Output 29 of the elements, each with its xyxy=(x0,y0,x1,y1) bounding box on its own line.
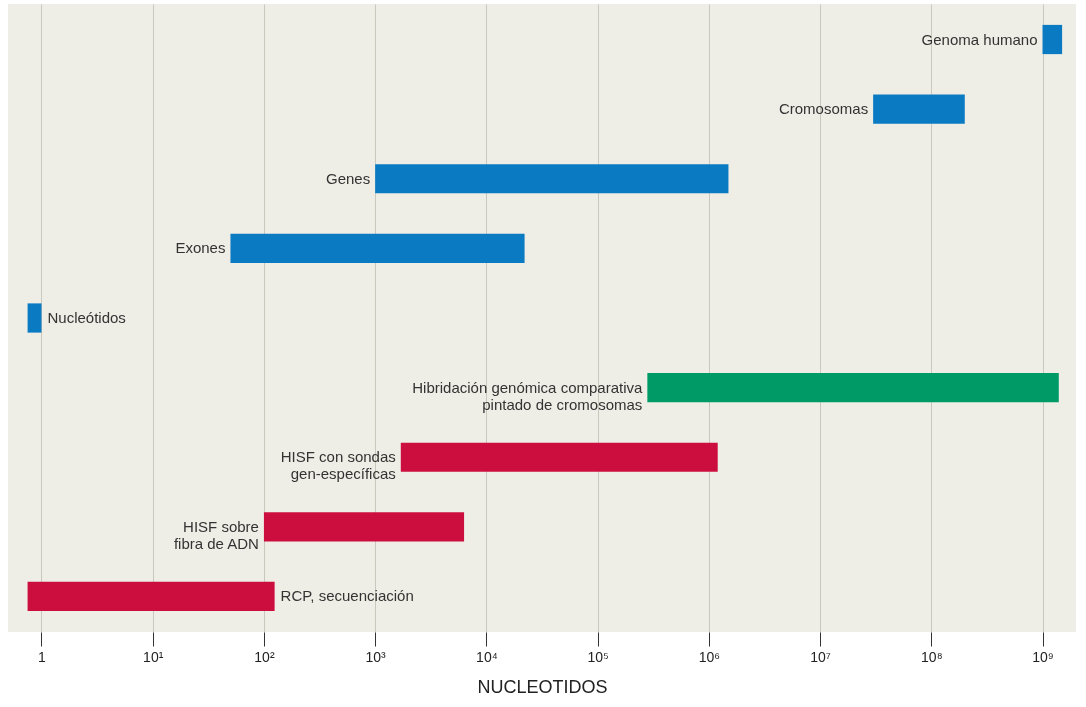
x-tick-label: 10⁸ xyxy=(921,648,943,665)
bar xyxy=(400,442,718,472)
x-tick-label: 1 xyxy=(38,648,47,665)
x-tick-label: 10⁷ xyxy=(810,648,831,665)
bar xyxy=(27,581,275,612)
x-tick-label: 10⁹ xyxy=(1032,648,1054,665)
y-tick-label: Genes xyxy=(325,169,371,187)
bar xyxy=(873,94,965,124)
y-tick-label: Hibridación genómica comparativa pintado de cromosomas xyxy=(412,378,643,413)
y-tick-label: RCP, secuenciación xyxy=(280,587,414,605)
bar xyxy=(1042,24,1063,55)
bar xyxy=(27,303,42,333)
x-tick-label: 10² xyxy=(254,648,275,665)
y-tick-label: Genoma humano xyxy=(921,30,1038,48)
bar xyxy=(375,164,729,194)
x-axis-title: NUCLEOTIDOS xyxy=(477,676,608,697)
bar xyxy=(230,233,525,263)
y-tick-label: HISF con sondas gen-específicas xyxy=(280,448,396,483)
y-tick-label: HISF sobre fibra de ADN xyxy=(173,517,259,552)
y-tick-label: Cromosomas xyxy=(778,100,869,118)
y-tick-label: Nucleótidos xyxy=(47,309,126,326)
y-tick-label: Exones xyxy=(175,239,226,257)
bar xyxy=(263,512,465,542)
x-tick-label: 10⁴ xyxy=(476,648,498,665)
bar xyxy=(647,373,1059,403)
x-tick-label: 10⁶ xyxy=(698,648,721,665)
x-tick-label: 10³ xyxy=(365,648,387,665)
x-tick-label: 10¹ xyxy=(143,648,164,665)
x-tick-label: 10⁵ xyxy=(587,648,609,665)
